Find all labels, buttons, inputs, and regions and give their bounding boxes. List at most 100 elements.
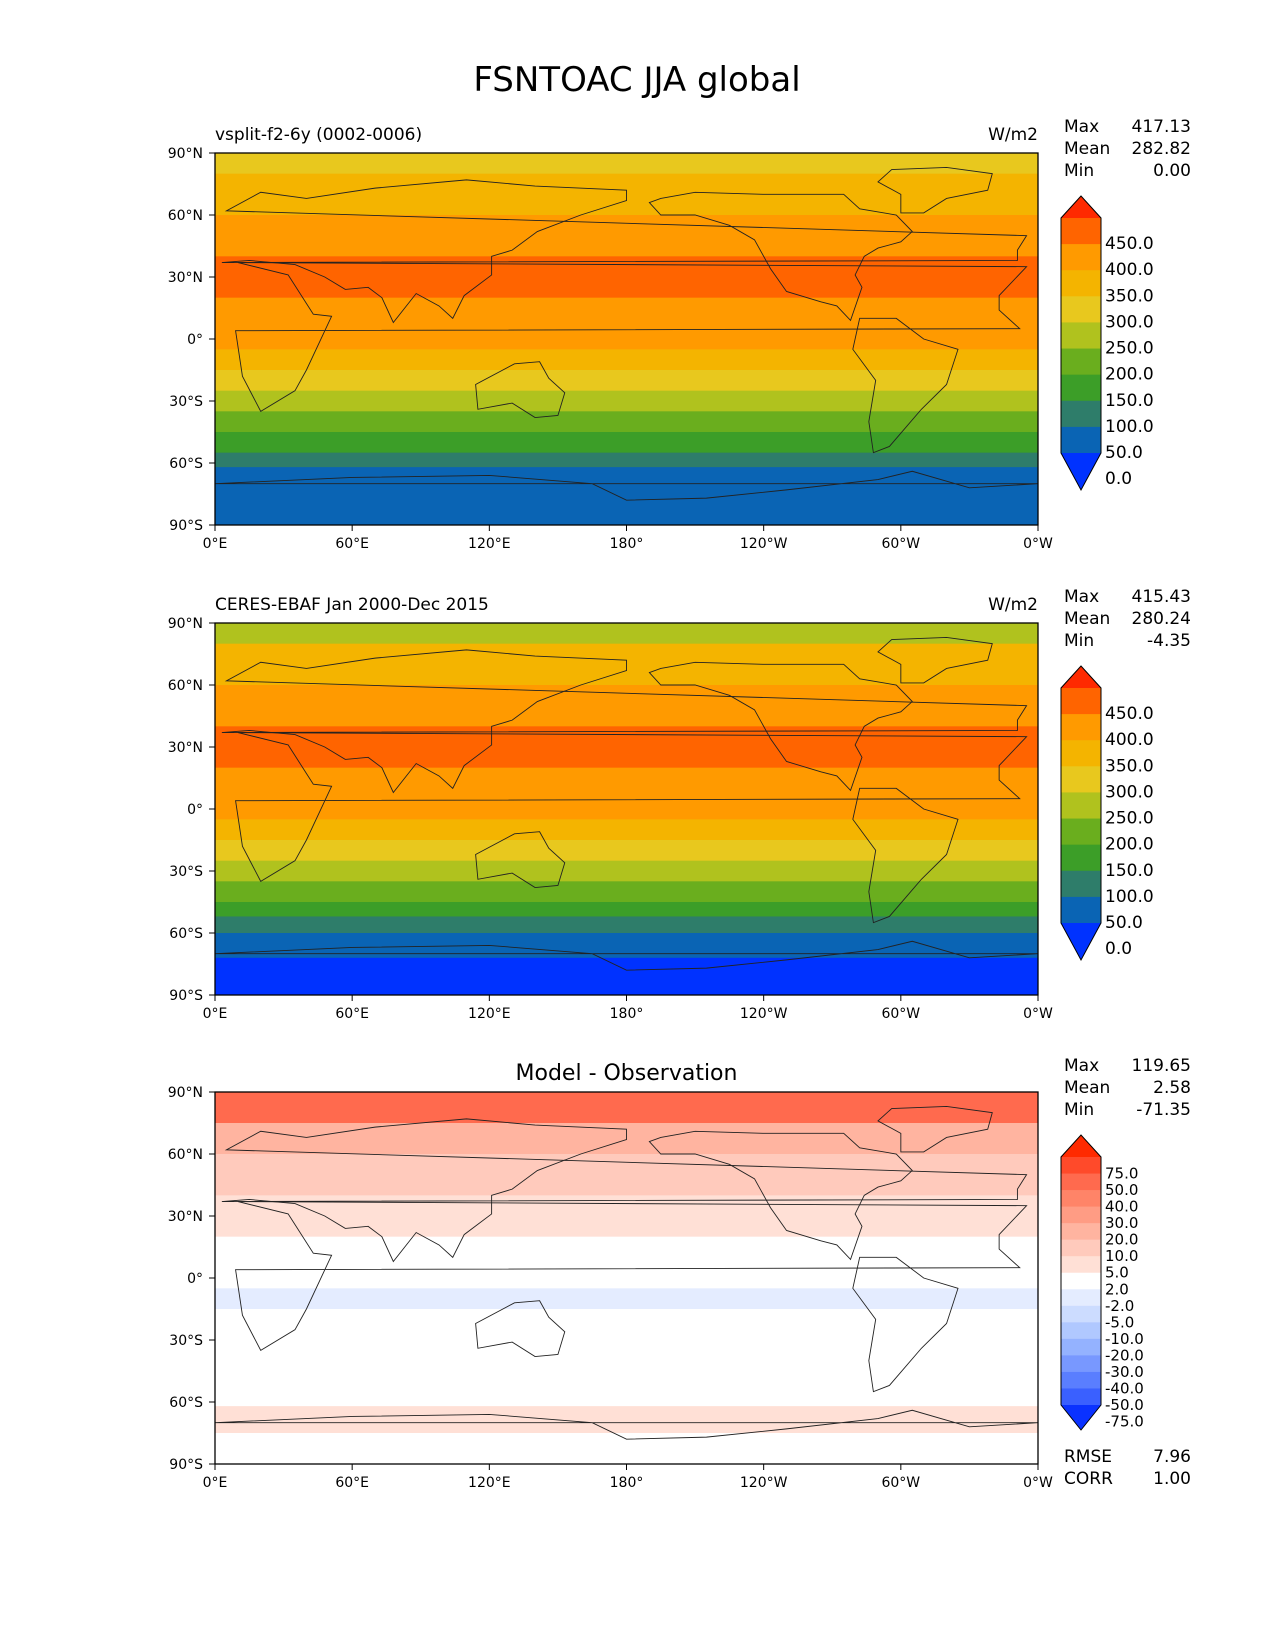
- zonal-band: [215, 514, 1038, 525]
- zonal-band: [215, 328, 1038, 350]
- colorbar-segment: [1061, 766, 1101, 794]
- coastline-north-america: [648, 191, 913, 322]
- coastline-greenland: [877, 1106, 993, 1153]
- colorbar-segment: [1061, 1338, 1101, 1356]
- coastline-eurasia: [221, 1118, 1028, 1263]
- colorbar: 450.0 400.0 350.0 300.0 250.0 200.0 150.0 100.0…: [1060, 195, 1154, 492]
- colorbar-segment: [1061, 844, 1101, 872]
- coastline-antarctica: [215, 470, 1038, 501]
- coastline-north-america: [648, 1130, 913, 1261]
- zonal-band: [215, 1350, 1038, 1407]
- colorbar-outline: [1060, 1134, 1102, 1431]
- coastline-australia: [475, 361, 566, 418]
- colorbar-label: 400.0: [1105, 260, 1154, 280]
- panel-title-left: vsplit-f2-6y (0002-0006): [215, 125, 422, 145]
- map-area: [215, 153, 1038, 525]
- colorbar-label: -50.0: [1105, 1396, 1144, 1414]
- zonal-band: [215, 840, 1038, 862]
- zonal-band: [215, 467, 1038, 516]
- zonal-band: [215, 1433, 1038, 1464]
- colorbar-segment: [1061, 818, 1101, 846]
- colorbar-segment: [1061, 1239, 1101, 1257]
- colorbar-label: 50.0: [1105, 913, 1143, 933]
- colorbar-label: 0.0: [1105, 469, 1132, 489]
- colorbar-extend-min: [1061, 1405, 1101, 1430]
- stat-value-mean: 282.82: [1132, 139, 1191, 159]
- colorbar-label: 450.0: [1105, 234, 1154, 254]
- colorbar-label: -30.0: [1105, 1363, 1144, 1381]
- zonal-band: [215, 452, 1038, 468]
- lon-tick-label: 60°W: [881, 536, 920, 552]
- colorbar-segment: [1061, 1289, 1101, 1307]
- colorbar-segment: [1061, 1190, 1101, 1208]
- colorbar-segment: [1061, 218, 1101, 245]
- colorbar-segment: [1061, 244, 1101, 271]
- zonal-band: [215, 860, 1038, 882]
- figure-title: FSNTOAC JJA global: [473, 60, 800, 100]
- colorbar-segment: [1061, 1355, 1101, 1373]
- lat-tick-label: 60°N: [168, 1147, 203, 1163]
- colorbar-label: 40.0: [1105, 1198, 1138, 1216]
- stat-value-mean: 280.24: [1132, 609, 1191, 629]
- colorbar-segment: [1061, 1371, 1101, 1390]
- stat-label-max: Max: [1064, 1056, 1099, 1076]
- coastline-eurasia: [221, 649, 1028, 794]
- lon-tick-label: 180°: [610, 1006, 644, 1022]
- colorbar-segment: [1061, 296, 1101, 324]
- colorbar-segment: [1061, 1272, 1101, 1290]
- colorbar-label: 350.0: [1105, 286, 1154, 306]
- lat-tick-label: 60°N: [168, 678, 203, 694]
- colorbar-segment: [1061, 270, 1101, 297]
- colorbar-label: 150.0: [1105, 861, 1154, 881]
- zonal-band: [215, 957, 1038, 995]
- colorbar-label: 350.0: [1105, 756, 1154, 776]
- colorbar-extend-min: [1061, 453, 1101, 490]
- coastline-africa: [235, 262, 1028, 412]
- colorbar-label: 300.0: [1105, 312, 1154, 332]
- zonal-band: [215, 297, 1038, 330]
- lat-tick-label: 30°S: [169, 1333, 203, 1349]
- zonal-band: [215, 411, 1038, 433]
- colorbar-label: -20.0: [1105, 1346, 1144, 1364]
- panel-units: W/m2: [988, 595, 1038, 615]
- coastline-north-america: [648, 661, 913, 792]
- coastline-antarctica: [215, 940, 1038, 971]
- lon-tick-label: 180°: [610, 536, 644, 552]
- colorbar-segment: [1061, 1206, 1101, 1224]
- lat-tick-label: 30°N: [168, 1209, 203, 1225]
- stat-label-max: Max: [1064, 117, 1099, 137]
- stat-label-mean: Mean: [1064, 139, 1110, 159]
- lon-tick-label: 120°E: [468, 1006, 511, 1022]
- colorbar-label: -5.0: [1105, 1313, 1134, 1331]
- colorbar-segment: [1061, 740, 1101, 767]
- colorbar: 75.050.040.030.020.010.05.02.0-2.0-5.0-1…: [1060, 1134, 1144, 1431]
- zonal-band: [215, 349, 1038, 371]
- lon-tick-label: 0°E: [203, 1006, 228, 1022]
- colorbar: 450.0 400.0 350.0 300.0 250.0 200.0 150.0 100.0…: [1060, 665, 1154, 962]
- lon-tick-label: 120°E: [468, 1475, 511, 1491]
- lon-tick-label: 0°W: [1023, 536, 1053, 552]
- panel-title-center: Model - Observation: [516, 1061, 738, 1086]
- lon-tick-label: 0°W: [1023, 1475, 1053, 1491]
- lon-tick-label: 0°E: [203, 536, 228, 552]
- panel-units: W/m2: [988, 125, 1038, 145]
- zonal-band: [215, 390, 1038, 412]
- lat-tick-label: 90°N: [168, 1085, 203, 1101]
- zonal-band: [215, 153, 1038, 175]
- lon-tick-label: 120°W: [740, 536, 788, 552]
- lat-tick-label: 30°N: [168, 270, 203, 286]
- coastline-australia: [475, 1300, 566, 1357]
- colorbar-segment: [1061, 792, 1101, 820]
- stat-value-corr: 1.00: [1153, 1469, 1191, 1489]
- coastline-africa: [235, 1201, 1028, 1351]
- colorbar-segment: [1061, 1223, 1101, 1241]
- colorbar-segment: [1061, 1173, 1101, 1191]
- stat-label-min: Min: [1064, 161, 1094, 181]
- lon-tick-label: 120°W: [740, 1475, 788, 1491]
- stat-value-mean: 2.58: [1153, 1078, 1191, 1098]
- zonal-band: [215, 1236, 1038, 1289]
- colorbar-label: 200.0: [1105, 365, 1154, 385]
- zonal-band: [215, 1288, 1038, 1310]
- stat-value-min: -71.35: [1136, 1100, 1191, 1120]
- panel-model: 90°N 60°N 30°N 0° 30°S 60°S 90°S0°E 60°E 120°E 18…: [168, 117, 1191, 552]
